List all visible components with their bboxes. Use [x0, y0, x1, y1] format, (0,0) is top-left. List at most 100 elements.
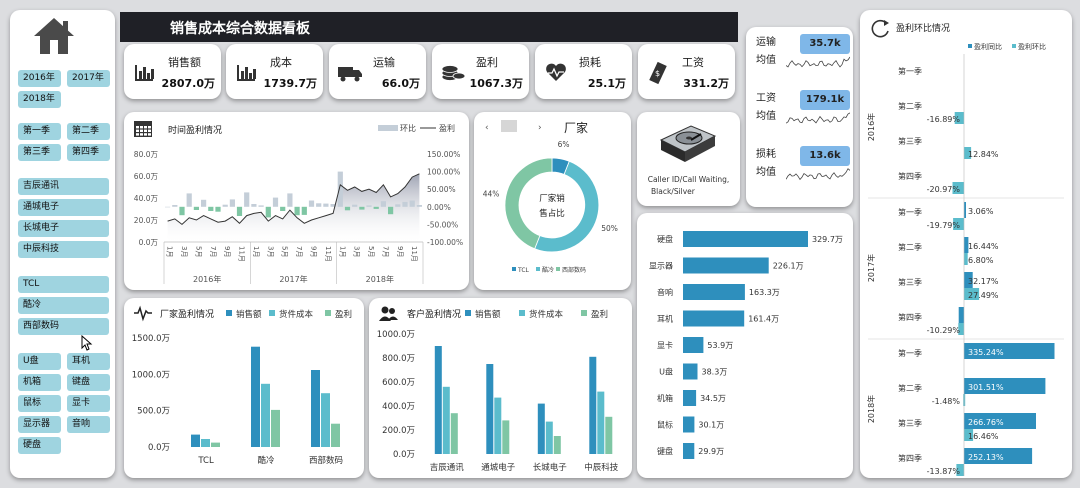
calendar-icon-cell	[148, 133, 151, 136]
slicer-vendor-1[interactable]: 酷冷	[18, 297, 109, 314]
product-label: 显示器	[649, 262, 673, 271]
x-tick: 11月	[238, 246, 246, 262]
slicer-customer-0[interactable]: 吉辰通讯	[18, 178, 109, 195]
slicer-quarter-1[interactable]: 第二季	[67, 123, 110, 140]
bar	[331, 423, 340, 447]
kpi-label: 运输	[373, 56, 395, 69]
bar-chart-icon-bar	[147, 73, 150, 79]
product-bar	[683, 390, 697, 406]
y-tick-right: 0.00%	[427, 203, 451, 212]
y-tick-left: 60.0万	[134, 172, 159, 181]
year-label: 2016年	[866, 113, 876, 141]
donut-center-text: 售占比	[539, 208, 565, 219]
slicer-product-1[interactable]: 耳机	[67, 353, 110, 370]
slicer-product-5[interactable]: 显卡	[67, 395, 110, 412]
slicer-year-1[interactable]: 2017年	[67, 70, 110, 87]
qoq-bar	[956, 464, 964, 476]
mom-bar	[409, 200, 415, 207]
bar	[502, 420, 510, 454]
calendar-icon-cell	[148, 129, 151, 132]
slicer-product-0[interactable]: U盘	[18, 353, 61, 370]
y-tick: 1000.0万	[377, 330, 415, 340]
kpi-value: 1739.7万	[263, 77, 317, 90]
slicer-vendor-2[interactable]: 西部数码	[18, 318, 109, 335]
kpi-card-0: 销售额 2807.0万	[124, 44, 221, 99]
chart-title: 盈利环比情况	[896, 22, 950, 34]
vendor-share-card: ‹ › 厂家 6% 50% 44% 厂家销 售占比 TCL 酷冷 西部数码	[474, 112, 631, 290]
kpi-label: 盈利	[476, 56, 498, 69]
slicer-quarter-2[interactable]: 第三季	[18, 144, 61, 161]
x-tick: 1月	[252, 246, 260, 257]
y-tick: 800.0万	[382, 354, 415, 364]
calendar-icon-cell	[148, 126, 151, 129]
kpi-value: 66.0万	[381, 77, 420, 90]
slicer-quarter-3[interactable]: 第四季	[67, 144, 110, 161]
avg-label: 运输	[756, 37, 776, 48]
y-tick: 400.0万	[382, 402, 415, 412]
slicer-product-7[interactable]: 音响	[67, 416, 110, 433]
qoq-label: -16.89%	[927, 115, 961, 124]
year-label: 2016年	[193, 274, 221, 284]
bar	[537, 403, 545, 454]
calendar-icon-cell	[136, 126, 139, 129]
mom-bar	[215, 206, 221, 212]
x-tick: 7月	[295, 246, 303, 257]
scroll-thumb	[501, 120, 517, 132]
mom-bar	[402, 201, 408, 207]
mom-bar	[251, 204, 257, 207]
mom-bar	[186, 193, 192, 207]
legend-label: 环比	[400, 123, 416, 133]
slicer-product-3[interactable]: 键盘	[67, 374, 110, 391]
slicer-customer-3[interactable]: 中辰科技	[18, 241, 109, 258]
quarter-label: 第二季	[898, 242, 922, 252]
profit-line	[167, 173, 420, 226]
bar	[434, 346, 442, 454]
bar	[261, 383, 270, 447]
mom-bar	[236, 206, 243, 216]
bar	[191, 434, 200, 447]
quarter-label: 第一季	[898, 66, 922, 76]
calendar-icon-cell	[144, 126, 147, 129]
legend-label: 销售额	[475, 309, 501, 320]
slicer-product-8[interactable]: 硬盘	[18, 437, 61, 454]
bar-chart-icon-bar	[151, 69, 154, 79]
slicer-customer-2[interactable]: 长城电子	[18, 220, 109, 237]
kpi-value: 2807.0万	[161, 77, 215, 90]
home-icon[interactable]	[32, 16, 76, 56]
mom-bar	[301, 206, 307, 215]
mom-bar	[287, 193, 293, 207]
yoy-label: 266.76%	[968, 418, 1004, 427]
chart-title: 时间盈利情况	[168, 124, 222, 136]
slicer-product-2[interactable]: 机箱	[18, 374, 61, 391]
qoq-label: 6.80%	[968, 256, 994, 265]
heartbeat-icon	[134, 305, 152, 322]
slicer-vendor-0[interactable]: TCL	[18, 276, 109, 293]
slicer-customer-1[interactable]: 通城电子	[18, 199, 109, 216]
kpi-value: 331.2万	[683, 77, 729, 90]
legend-swatch	[269, 310, 275, 316]
product-bar	[683, 363, 698, 380]
slicer-year-2[interactable]: 2018年	[18, 91, 61, 108]
users-icon-head	[381, 306, 389, 314]
qoq-bar	[964, 429, 974, 441]
bar	[442, 386, 450, 454]
qoq-bar	[964, 253, 968, 265]
customer-profit-chart: 客户盈利情况 销售额 货件成本 盈利 1000.0万 800.0万 600.0万 400.0万…	[377, 306, 619, 473]
quarter-label: 第二季	[898, 383, 922, 393]
legend-label: 盈利	[335, 309, 352, 320]
mom-bar	[265, 206, 271, 218]
slicer-quarter-0[interactable]: 第一季	[18, 123, 61, 140]
legend-label: 盈利同比	[974, 42, 1002, 51]
qoq-label: -10.29%	[927, 326, 961, 335]
yoy-label: 335.24%	[968, 348, 1004, 357]
product-bar	[683, 443, 695, 459]
avg-label-sub: 均值	[756, 55, 776, 66]
qoq-bar	[964, 288, 980, 300]
hard-drive-icon	[659, 125, 717, 162]
year-label: 2017年	[279, 274, 307, 284]
slicer-product-4[interactable]: 鼠标	[18, 395, 61, 412]
slicer-year-0[interactable]: 2016年	[18, 70, 61, 87]
qoq-bar	[953, 218, 964, 230]
slicer-product-6[interactable]: 显示器	[18, 416, 61, 433]
